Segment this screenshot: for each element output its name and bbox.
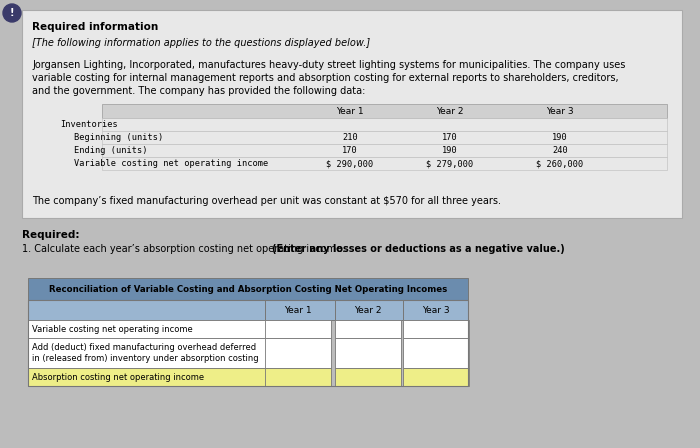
Text: (Enter any losses or deductions as a negative value.): (Enter any losses or deductions as a neg… — [272, 244, 565, 254]
Bar — [335, 338, 401, 368]
Text: Absorption costing net operating income: Absorption costing net operating income — [32, 372, 204, 382]
Text: Required:: Required: — [22, 230, 80, 240]
Text: [The following information applies to the questions displayed below.]: [The following information applies to th… — [32, 38, 370, 48]
Text: Year 3: Year 3 — [546, 107, 574, 116]
Text: and the government. The company has provided the following data:: and the government. The company has prov… — [32, 86, 365, 96]
Bar — [28, 300, 468, 386]
Text: Add (deduct) fixed manufacturing overhead deferred
in (released from) inventory : Add (deduct) fixed manufacturing overhea… — [32, 343, 258, 363]
Bar — [22, 10, 682, 218]
Text: 190: 190 — [552, 133, 568, 142]
Text: Year 1: Year 1 — [336, 107, 364, 116]
Bar — [28, 300, 468, 320]
Text: Year 2: Year 2 — [436, 107, 463, 116]
Text: Variable costing net operating income: Variable costing net operating income — [74, 159, 268, 168]
Text: Variable costing net operating income: Variable costing net operating income — [32, 324, 193, 333]
Text: !: ! — [10, 8, 14, 18]
Bar — [28, 368, 268, 386]
Bar — [102, 157, 667, 170]
Bar — [102, 118, 667, 131]
Bar — [28, 320, 268, 338]
Text: 1. Calculate each year’s absorption costing net operating income.: 1. Calculate each year’s absorption cost… — [22, 244, 349, 254]
Bar — [28, 338, 268, 368]
Bar — [265, 338, 331, 368]
Text: Ending (units): Ending (units) — [74, 146, 148, 155]
Bar — [335, 368, 401, 386]
Text: The company’s fixed manufacturing overhead per unit was constant at $570 for all: The company’s fixed manufacturing overhe… — [32, 196, 501, 206]
Bar — [102, 104, 667, 118]
Circle shape — [3, 4, 21, 22]
Text: Reconciliation of Variable Costing and Absorption Costing Net Operating Incomes: Reconciliation of Variable Costing and A… — [49, 284, 447, 293]
Text: Year 1: Year 1 — [284, 306, 312, 314]
Bar — [102, 144, 667, 157]
Text: variable costing for internal management reports and absorption costing for exte: variable costing for internal management… — [32, 73, 619, 83]
Bar — [265, 368, 331, 386]
Bar — [28, 278, 468, 300]
Text: Year 3: Year 3 — [422, 306, 450, 314]
Text: 170: 170 — [442, 133, 458, 142]
Text: 190: 190 — [442, 146, 458, 155]
Text: Inventories: Inventories — [60, 120, 118, 129]
Text: Required information: Required information — [32, 22, 158, 32]
Text: 210: 210 — [342, 133, 358, 142]
Text: 240: 240 — [552, 146, 568, 155]
Text: 170: 170 — [342, 146, 358, 155]
Bar — [403, 368, 469, 386]
Text: $ 260,000: $ 260,000 — [536, 159, 584, 168]
Text: Beginning (units): Beginning (units) — [74, 133, 163, 142]
Bar — [265, 320, 331, 338]
Text: $ 279,000: $ 279,000 — [426, 159, 474, 168]
Bar — [335, 320, 401, 338]
Bar — [403, 320, 469, 338]
Text: Jorgansen Lighting, Incorporated, manufactures heavy-duty street lighting system: Jorgansen Lighting, Incorporated, manufa… — [32, 60, 625, 70]
Text: $ 290,000: $ 290,000 — [326, 159, 374, 168]
Bar — [102, 131, 667, 144]
Bar — [403, 338, 469, 368]
Text: Year 2: Year 2 — [354, 306, 382, 314]
